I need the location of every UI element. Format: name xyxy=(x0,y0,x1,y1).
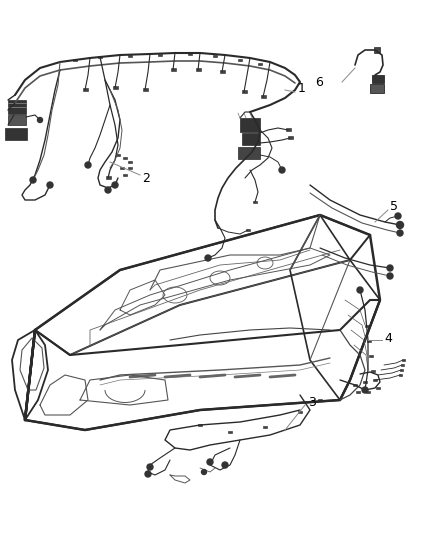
Bar xyxy=(73,59,77,61)
Circle shape xyxy=(145,471,151,477)
Bar xyxy=(213,55,217,57)
Bar xyxy=(8,100,26,114)
Bar xyxy=(228,431,232,433)
Text: 5: 5 xyxy=(390,200,398,214)
Circle shape xyxy=(205,255,211,261)
Circle shape xyxy=(362,387,368,393)
Circle shape xyxy=(30,177,36,183)
Bar xyxy=(399,374,402,376)
Bar xyxy=(188,53,192,55)
Bar xyxy=(98,55,102,58)
Bar xyxy=(246,229,250,231)
Bar xyxy=(365,325,369,327)
Bar xyxy=(367,340,371,342)
Bar xyxy=(376,386,380,389)
Bar xyxy=(238,147,260,159)
Text: 4: 4 xyxy=(384,332,392,344)
Bar xyxy=(195,68,201,71)
Circle shape xyxy=(147,464,153,470)
Bar xyxy=(356,391,360,393)
Circle shape xyxy=(387,265,393,271)
Bar xyxy=(353,384,357,386)
Bar xyxy=(371,370,375,372)
Bar xyxy=(116,154,120,156)
Circle shape xyxy=(47,182,53,188)
Bar xyxy=(366,391,370,393)
Text: 1: 1 xyxy=(298,82,306,94)
Text: 2: 2 xyxy=(142,172,150,184)
Bar xyxy=(82,88,88,91)
Bar xyxy=(5,128,27,140)
Bar xyxy=(238,59,242,61)
Bar xyxy=(242,133,260,145)
Bar xyxy=(363,381,367,383)
Bar xyxy=(240,118,260,132)
Bar xyxy=(198,424,202,426)
Bar xyxy=(402,359,405,361)
Bar xyxy=(372,75,384,83)
Bar xyxy=(400,364,403,366)
Bar xyxy=(106,176,110,179)
Bar xyxy=(298,410,302,413)
Circle shape xyxy=(279,167,285,173)
Bar xyxy=(219,70,225,74)
Bar xyxy=(120,167,124,169)
Bar xyxy=(123,174,127,176)
Text: 6: 6 xyxy=(315,76,323,88)
Circle shape xyxy=(85,162,91,168)
Bar xyxy=(318,399,322,401)
Circle shape xyxy=(105,187,111,193)
Bar xyxy=(374,47,380,53)
Circle shape xyxy=(396,222,403,229)
Circle shape xyxy=(387,273,393,279)
Circle shape xyxy=(207,459,213,465)
Circle shape xyxy=(222,462,228,468)
Circle shape xyxy=(38,117,42,123)
Circle shape xyxy=(201,470,206,474)
Bar xyxy=(369,354,373,357)
Bar xyxy=(261,95,265,98)
Text: 3: 3 xyxy=(308,395,316,408)
Bar xyxy=(142,88,148,91)
Bar xyxy=(287,136,293,139)
Bar xyxy=(8,115,26,125)
Bar xyxy=(373,378,377,381)
Bar xyxy=(399,369,403,371)
Circle shape xyxy=(395,213,401,219)
Bar xyxy=(241,90,247,93)
Circle shape xyxy=(357,287,363,293)
Bar xyxy=(170,68,176,71)
Bar xyxy=(370,84,384,93)
Bar xyxy=(128,160,132,163)
Bar xyxy=(253,200,257,203)
Circle shape xyxy=(112,182,118,188)
Bar xyxy=(263,426,267,428)
Bar xyxy=(286,128,290,131)
Bar xyxy=(123,157,127,159)
Bar xyxy=(158,54,162,56)
Circle shape xyxy=(397,230,403,236)
Bar xyxy=(113,86,117,90)
Bar xyxy=(128,55,132,57)
Bar xyxy=(128,167,132,169)
Bar xyxy=(258,63,262,65)
